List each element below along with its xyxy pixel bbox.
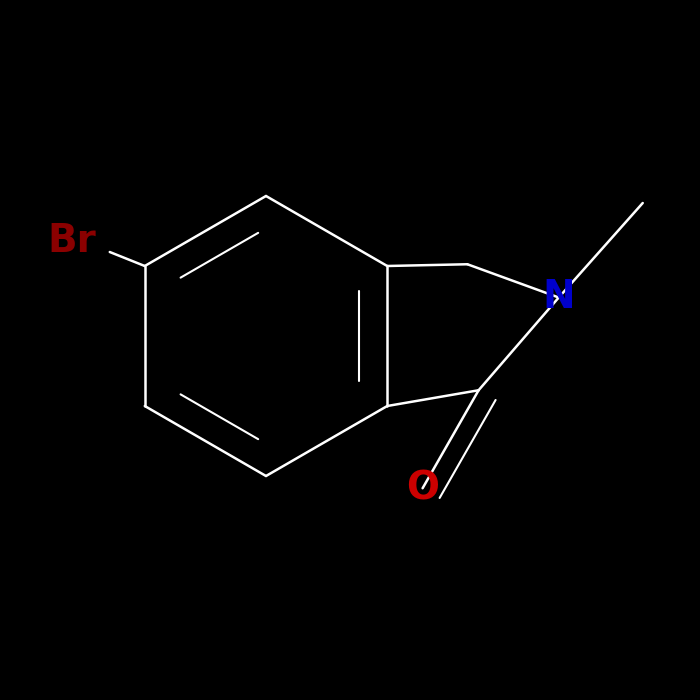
Text: O: O bbox=[406, 469, 439, 507]
Text: Br: Br bbox=[47, 223, 96, 260]
Text: N: N bbox=[542, 279, 575, 316]
